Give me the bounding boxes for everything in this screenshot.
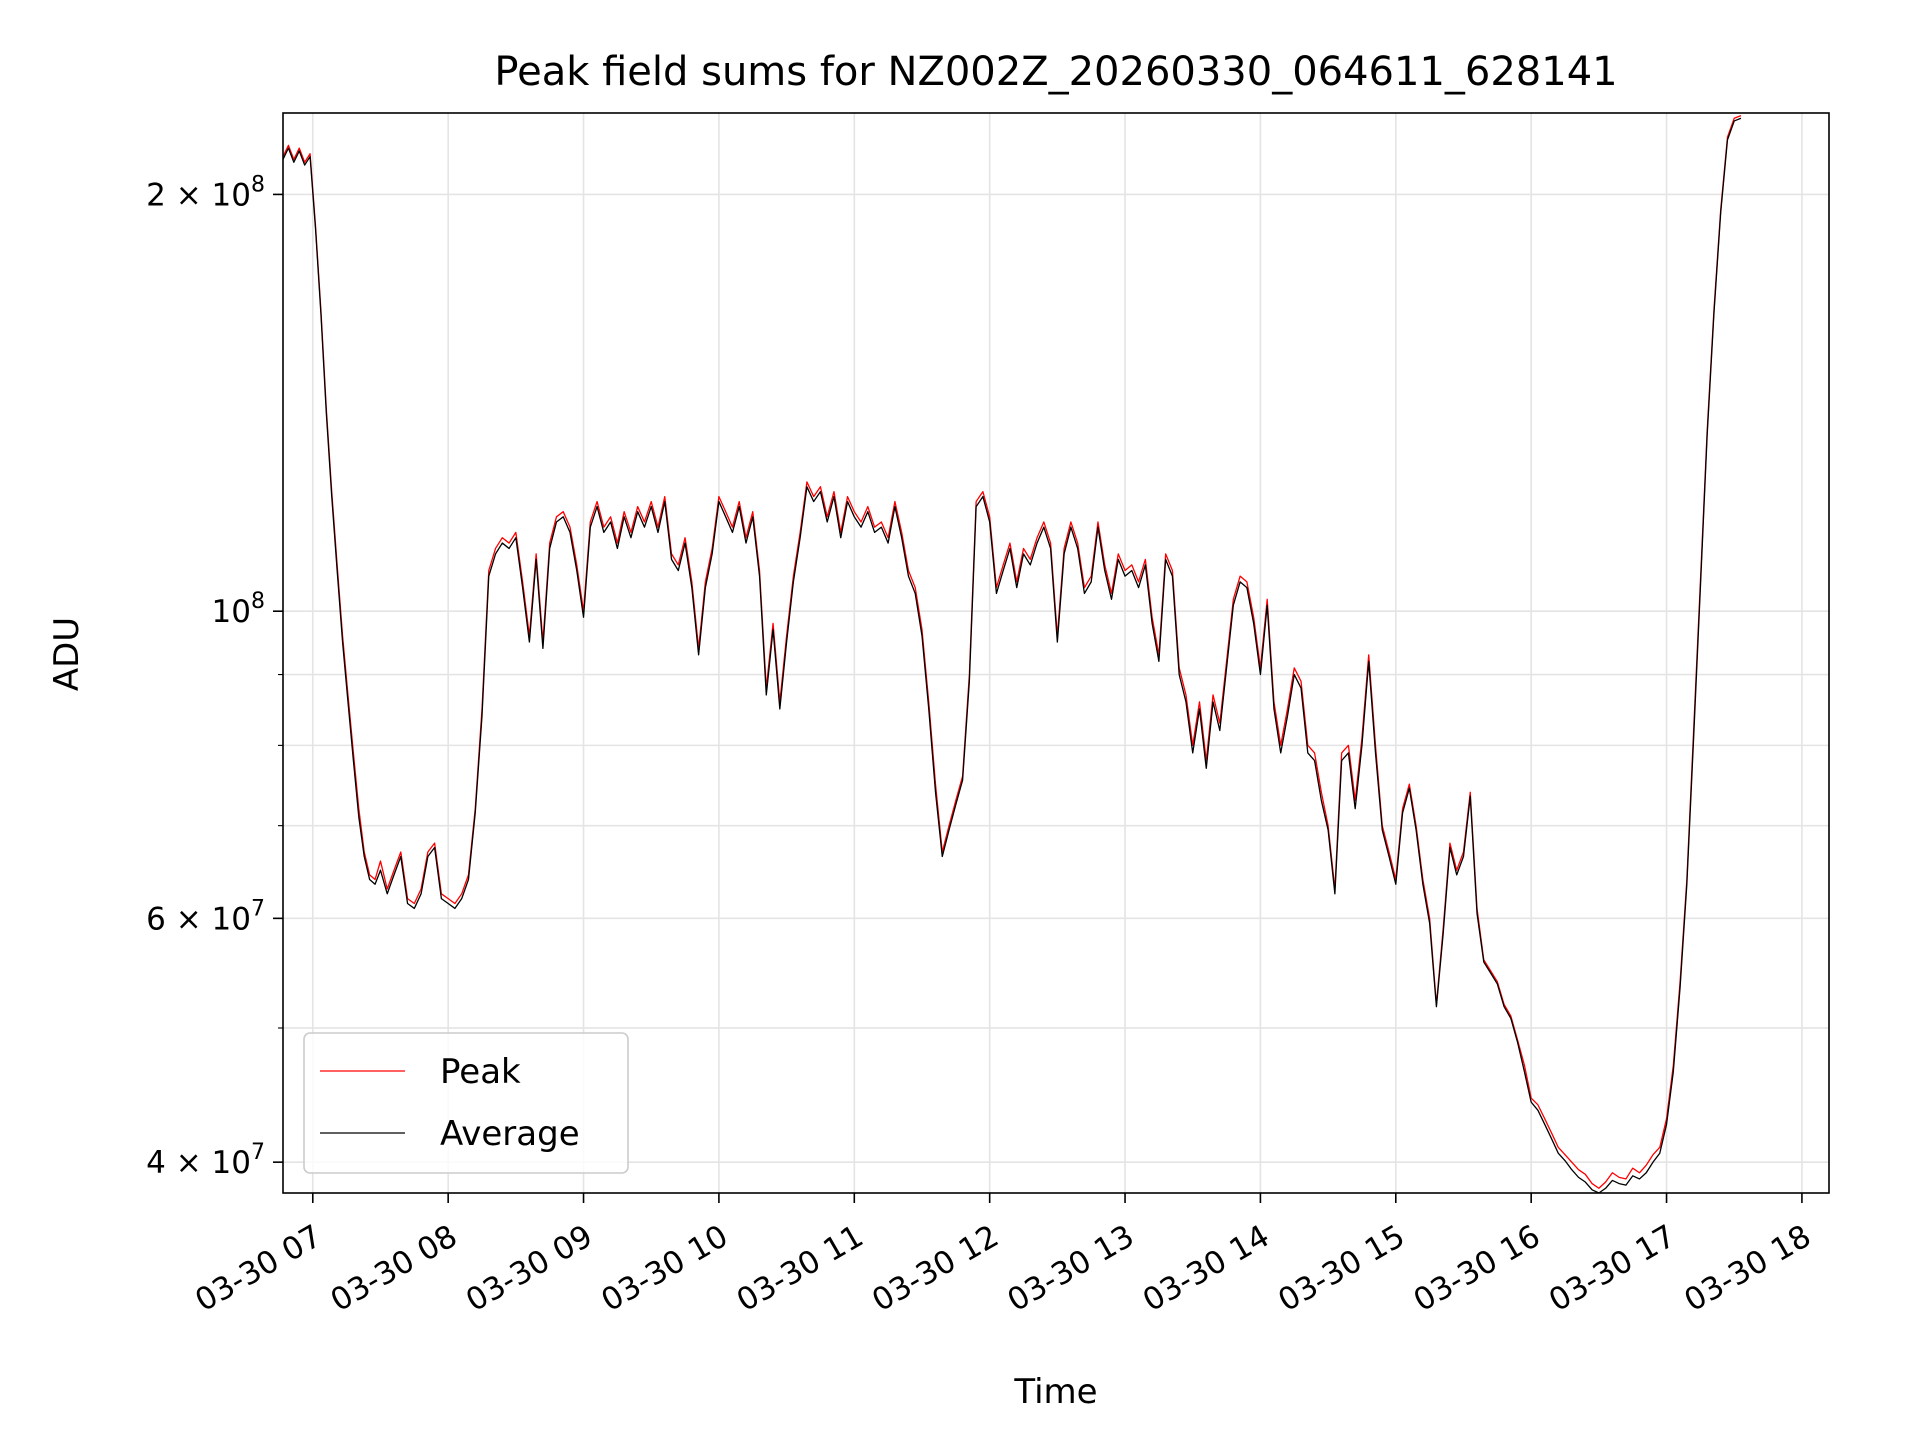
legend: Peak Average bbox=[303, 1032, 629, 1174]
y-tick-label: 2 × 108 bbox=[146, 172, 265, 213]
x-axis-label: Time bbox=[1013, 1372, 1097, 1412]
plot-area-frame bbox=[282, 112, 1830, 1194]
y-tick-label: 4 × 107 bbox=[146, 1140, 265, 1181]
plot-series bbox=[282, 115, 1742, 1194]
legend-average-label: Average bbox=[440, 1114, 580, 1154]
y-axis: 4 × 107 6 × 107 108 2 × 108 bbox=[146, 172, 283, 1181]
average-series-line bbox=[282, 117, 1742, 1194]
y-tick-label: 108 bbox=[212, 589, 265, 630]
legend-peak-label: Peak bbox=[440, 1052, 521, 1092]
chart-title: Peak field sums for NZ002Z_20260330_0646… bbox=[494, 49, 1617, 95]
y-axis-label: ADU bbox=[47, 617, 87, 691]
legend-box bbox=[303, 1032, 629, 1174]
y-tick-label: 6 × 107 bbox=[146, 896, 265, 937]
peak-series-line bbox=[282, 115, 1742, 1189]
